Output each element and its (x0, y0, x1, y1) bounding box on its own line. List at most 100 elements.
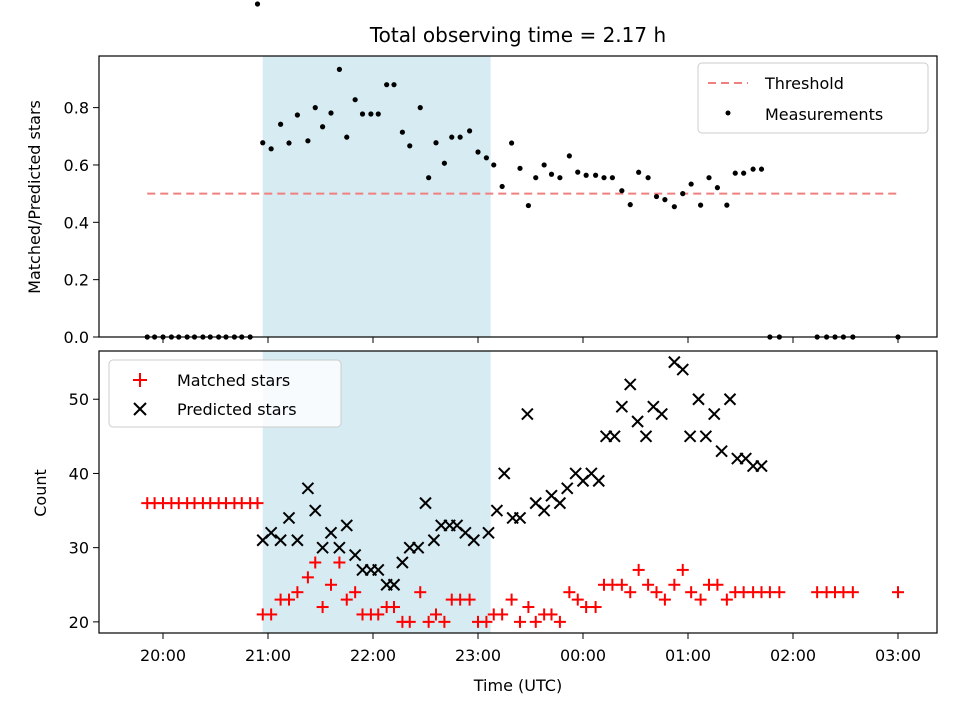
measurement-point (732, 170, 738, 176)
matched-star-point (291, 586, 304, 599)
measurement-point (509, 140, 515, 146)
matched-star-point (676, 563, 689, 576)
matched-star-point (642, 578, 655, 591)
measurement-point (627, 202, 633, 208)
x-axis-ticks: 20:00 21:00 22:00 23:00 00:00 01:00 02:00 03:00 (140, 337, 921, 665)
matched-star-point (773, 586, 786, 599)
bottom-panel: 20 30 40 50 Count Matched stars Predicted s… (31, 350, 938, 634)
x-axis-label: Time (UTC) (473, 676, 562, 695)
matched-star-point (589, 601, 602, 614)
predicted-star-point (490, 504, 504, 517)
measurement-point (541, 162, 547, 168)
bottom-y-tick-label: 50 (69, 390, 89, 409)
predicted-star-point (291, 534, 304, 547)
legend-matched-swatch (133, 373, 147, 387)
top-y-tick-label: 0.4 (64, 213, 89, 232)
measurement-point (384, 82, 390, 88)
predicted-star-point (309, 504, 322, 517)
measurement-point (671, 204, 677, 210)
predicted-star-point (282, 511, 296, 525)
x-tick-label: 22:00 (350, 646, 396, 665)
predicted-star-point (592, 474, 605, 488)
bottom-legend-box (108, 359, 342, 428)
legend-measurements-label: Measurements (765, 105, 883, 124)
measurement-point (653, 193, 660, 200)
matched-star-point (624, 586, 637, 599)
top-legend-box (697, 62, 929, 134)
predicted-star-point (482, 526, 495, 540)
measurement-point (566, 153, 572, 159)
measurement-point (399, 129, 405, 135)
predicted-star-point (348, 548, 362, 562)
measurement-point (344, 134, 350, 140)
matched-stars-points (141, 497, 904, 628)
predicted-star-point (387, 578, 401, 591)
matched-star-point (349, 586, 362, 599)
top-y-tick-label: 0.2 (64, 271, 89, 290)
x-tick-label: 01:00 (665, 646, 711, 665)
measurement-point (260, 140, 266, 146)
matched-star-point (505, 593, 518, 606)
bottom-y-ticks: 20 30 40 50 (69, 390, 99, 632)
matched-star-point (316, 601, 329, 614)
matched-star-point (438, 615, 451, 628)
predicted-star-point (561, 482, 574, 495)
matched-star-point (414, 586, 427, 599)
matched-star-point (372, 608, 385, 621)
predicted-star-point (553, 496, 567, 510)
matched-star-point (283, 593, 295, 606)
top-legend: Threshold Measurements (697, 62, 929, 134)
predicted-star-point (513, 511, 527, 525)
predicted-star-point (683, 430, 697, 443)
matched-star-point (658, 593, 671, 606)
legend-predicted-label: Predicted stars (177, 400, 297, 419)
matched-star-point (529, 615, 542, 628)
legend-predicted-swatch (133, 402, 147, 416)
matched-star-point (496, 608, 509, 621)
measurement-point (305, 138, 311, 144)
top-y-tick-label: 0.8 (64, 99, 89, 118)
measurement-point (417, 105, 423, 111)
predicted-star-point (274, 534, 287, 547)
bottom-legend: Matched stars Predicted stars (108, 359, 342, 428)
measurement-point (336, 66, 342, 72)
measurement-point (680, 191, 686, 197)
matched-star-point (388, 601, 400, 614)
measurement-point (491, 162, 497, 168)
legend-measurements-swatch (725, 110, 731, 116)
measurement-point (254, 1, 261, 7)
predicted-star-point (498, 467, 511, 480)
predicted-star-point (316, 541, 329, 554)
x-tick-label: 00:00 (560, 646, 606, 665)
measurement-point (698, 202, 704, 208)
x-tick-label: 21:00 (245, 646, 291, 665)
matched-star-point (668, 578, 681, 591)
predicted-star-point (615, 400, 629, 413)
predicted-star-point (340, 519, 353, 532)
measurement-point (294, 112, 300, 118)
predicted-star-point (411, 541, 425, 554)
measurement-point (312, 105, 318, 111)
predicted-star-point (755, 459, 768, 473)
measurement-point (375, 111, 381, 117)
bottom-y-tick-label: 30 (69, 539, 89, 558)
measurement-point (352, 97, 358, 103)
top-y-tick-label: 0.0 (64, 328, 89, 347)
measurement-point (575, 169, 581, 175)
x-tick-label: 03:00 (875, 646, 921, 665)
top-axes-frame (98, 55, 938, 338)
measurement-point (583, 172, 589, 178)
predicted-star-point (537, 504, 551, 517)
predicted-star-point (301, 482, 315, 495)
measurement-point (499, 183, 505, 190)
predicted-star-point (715, 444, 728, 458)
measurement-point (619, 188, 625, 194)
matched-star-point (325, 578, 337, 591)
predicted-star-point (333, 541, 346, 554)
measurement-point (548, 171, 555, 177)
matched-star-point (571, 593, 584, 606)
measurement-point (286, 140, 292, 146)
measurement-point (741, 170, 747, 176)
predicted-star-point (372, 563, 385, 577)
measurement-points (144, 1, 901, 340)
